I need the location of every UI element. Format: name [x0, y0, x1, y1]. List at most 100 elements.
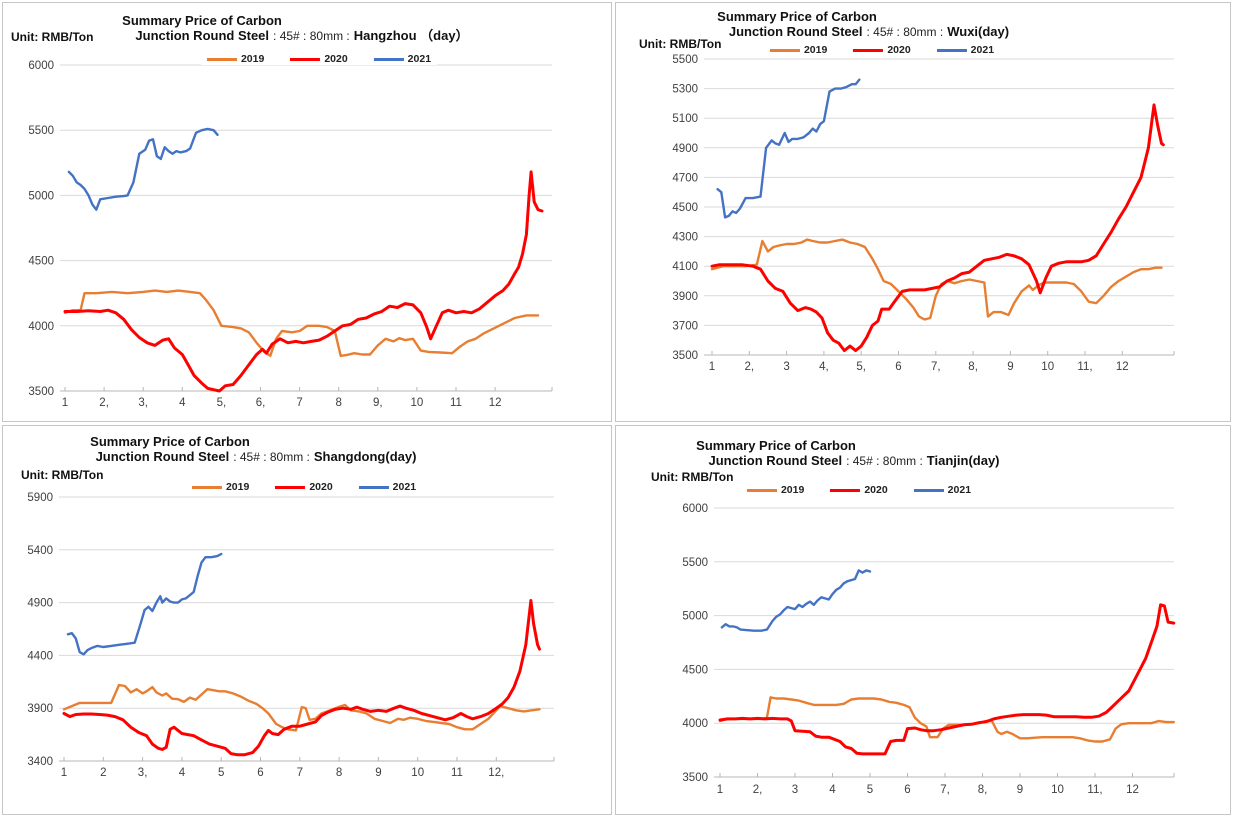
- chart-title-line1: Summary Price of Carbon: [717, 9, 877, 24]
- svg-text:3700: 3700: [672, 320, 698, 332]
- svg-text:10: 10: [1051, 784, 1064, 796]
- svg-text:5300: 5300: [672, 84, 698, 96]
- svg-text:2: 2: [100, 767, 106, 779]
- chart-title: Summary Price of Carbon Junction Round S…: [616, 438, 1230, 469]
- spec-label: : 45# : 80mm :: [273, 29, 350, 43]
- legend-label: 2021: [947, 484, 972, 496]
- legend-swatch-2019: [769, 48, 800, 52]
- legend-item-2020: 2020: [830, 484, 888, 496]
- svg-text:6000: 6000: [28, 60, 54, 72]
- svg-text:12,: 12,: [488, 767, 504, 779]
- svg-text:12: 12: [1126, 784, 1139, 796]
- svg-text:6: 6: [904, 784, 910, 796]
- svg-text:4: 4: [179, 767, 186, 779]
- legend-swatch-2021: [936, 48, 967, 52]
- svg-text:12: 12: [1116, 361, 1129, 373]
- legend-item-2019: 2019: [746, 484, 805, 496]
- legend-label: 2021: [970, 44, 995, 56]
- svg-text:7,: 7,: [940, 784, 950, 796]
- svg-text:8: 8: [335, 397, 341, 409]
- svg-text:4300: 4300: [672, 232, 698, 244]
- legend-item-2020: 2020: [290, 53, 348, 65]
- chart-title-line2: Junction Round Steel: 45# : 80mm : Hangzh…: [135, 28, 469, 43]
- legend-item-2020: 2020: [275, 481, 333, 493]
- svg-text:4500: 4500: [682, 664, 708, 676]
- svg-text:5500: 5500: [672, 54, 698, 66]
- svg-text:4500: 4500: [28, 256, 54, 268]
- svg-text:1: 1: [717, 784, 723, 796]
- svg-text:10: 10: [411, 767, 424, 779]
- svg-text:6: 6: [895, 361, 901, 373]
- svg-text:6000: 6000: [682, 503, 708, 515]
- svg-text:5100: 5100: [672, 113, 698, 125]
- svg-text:11,: 11,: [1087, 784, 1102, 796]
- legend-label: 2019: [780, 484, 805, 496]
- svg-text:7: 7: [297, 767, 303, 779]
- legend-swatch-2019: [746, 488, 777, 492]
- legend-label: 2019: [240, 53, 265, 65]
- chart-title-line2: Junction Round Steel: 45# : 80mm : Shangd…: [95, 449, 417, 464]
- plot-area-hangzhou: 6000 5500 5000 4500 4000 3500 1 2, 3, 4 5, 6, 7 8 9, 10…: [28, 60, 553, 409]
- legend-label: 2020: [324, 53, 348, 65]
- svg-text:9,: 9,: [373, 397, 383, 409]
- svg-text:5500: 5500: [28, 125, 54, 137]
- spec-label: : 45# : 80mm :: [866, 25, 944, 39]
- legend-label: 2020: [887, 44, 911, 56]
- chart-title: Summary Price of Carbon Junction Round S…: [616, 9, 1230, 40]
- chart-panel-hangzhou: 6000 5500 5000 4500 4000 3500 1 2, 3, 4 5, 6, 7 8 9, 10…: [2, 2, 612, 422]
- chart-title-line1: Summary Price of Carbon: [696, 438, 856, 453]
- svg-text:7,: 7,: [931, 361, 941, 373]
- svg-text:11,: 11,: [1077, 361, 1092, 373]
- legend-swatch-2019: [206, 57, 237, 61]
- chart-title-line1: Summary Price of Carbon: [90, 434, 250, 449]
- svg-text:5000: 5000: [28, 190, 54, 202]
- svg-text:11: 11: [451, 767, 463, 779]
- legend-label: 2020: [309, 481, 333, 493]
- svg-text:4000: 4000: [682, 718, 708, 730]
- svg-text:1: 1: [62, 397, 68, 409]
- legend-item-2021: 2021: [358, 481, 417, 493]
- chart-title-line2: Junction Round Steel: 45# : 80mm : Tianji…: [708, 453, 1000, 468]
- svg-text:8,: 8,: [968, 361, 978, 373]
- legend-swatch-2020: [290, 57, 321, 61]
- legend-label: 2021: [392, 481, 417, 493]
- svg-text:5000: 5000: [682, 611, 708, 623]
- svg-text:9: 9: [1007, 361, 1013, 373]
- chart-panel-shangdong: 5900 5400 4900 4400 3900 3400 1 2 3, 4 5 6 7 8 9 10 11 12…: [2, 425, 612, 815]
- svg-text:5500: 5500: [682, 557, 708, 569]
- plot-area-shangdong: 5900 5400 4900 4400 3900 3400 1 2 3, 4 5 6 7 8 9 10 11 12…: [27, 492, 555, 779]
- legend-swatch-2020: [853, 48, 884, 52]
- legend-swatch-2021: [373, 57, 404, 61]
- legend-item-2019: 2019: [206, 53, 265, 65]
- chart-title: Summary Price of Carbon Junction Round S…: [3, 434, 611, 465]
- city-label: Tianjin(day): [926, 453, 1000, 468]
- svg-text:3: 3: [792, 784, 798, 796]
- svg-text:5,: 5,: [856, 361, 866, 373]
- plot-area-wuxi: 5500 5300 5100 4900 4700 4500 4300 4100 3900 3700…: [672, 54, 1175, 373]
- svg-text:3900: 3900: [27, 703, 53, 715]
- chart-panel-tianjin: 6000 5500 5000 4500 4000 3500 1 2, 3 4 5 6 7, 8, 9 10 11…: [615, 425, 1231, 815]
- svg-text:10: 10: [411, 397, 424, 409]
- svg-text:5: 5: [218, 767, 224, 779]
- svg-text:5: 5: [867, 784, 873, 796]
- legend-swatch-2021: [913, 488, 944, 492]
- svg-text:5400: 5400: [27, 545, 53, 557]
- legend-item-2019: 2019: [191, 481, 249, 493]
- legend-item-2021: 2021: [936, 44, 995, 56]
- city-label: Hangzhou （day）: [353, 28, 469, 43]
- chart-title-line1: Summary Price of Carbon: [122, 13, 282, 28]
- svg-text:11: 11: [450, 397, 462, 409]
- legend-item-2021: 2021: [913, 484, 972, 496]
- svg-text:4000: 4000: [28, 321, 54, 333]
- legend: 2019 2020 2021: [200, 53, 438, 65]
- svg-text:12: 12: [489, 397, 502, 409]
- svg-text:8,: 8,: [978, 784, 988, 796]
- city-label: Wuxi(day): [947, 24, 1010, 39]
- svg-text:6,: 6,: [256, 397, 266, 409]
- svg-text:3,: 3,: [138, 767, 148, 779]
- svg-text:6: 6: [257, 767, 263, 779]
- legend-item-2021: 2021: [373, 53, 431, 65]
- svg-text:5,: 5,: [217, 397, 227, 409]
- svg-text:10: 10: [1041, 361, 1054, 373]
